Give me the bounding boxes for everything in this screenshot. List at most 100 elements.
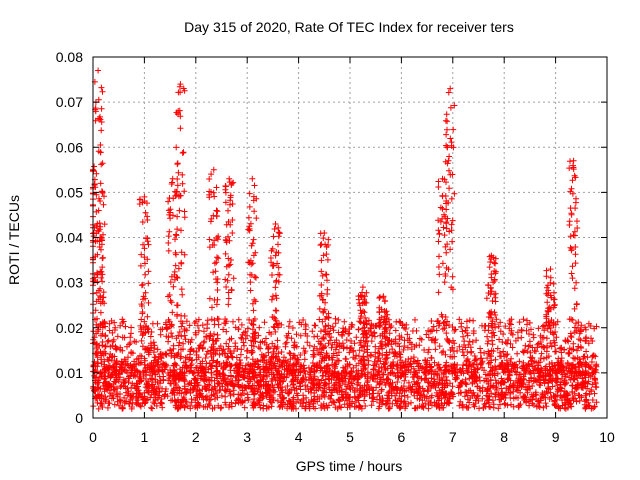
data-point [404,344,411,351]
data-point [187,367,194,374]
data-point [252,372,259,379]
data-point [360,353,367,360]
data-point [200,404,207,410]
data-point [555,404,562,411]
data-point [153,402,160,409]
data-point [391,353,398,360]
data-point [529,393,536,400]
data-point [221,374,228,381]
data-point [517,389,524,396]
data-point [582,392,589,399]
data-point [514,364,521,371]
data-point [235,316,242,323]
data-point [435,397,442,404]
data-point [462,380,469,387]
data-point [320,344,327,351]
data-point [509,331,516,338]
data-point [431,399,438,406]
data-point [461,393,468,400]
data-point [198,370,205,377]
data-point [348,368,355,375]
data-point [393,363,400,370]
data-point [365,317,372,324]
data-point [487,383,494,390]
data-point [593,323,600,330]
data-point [335,381,342,387]
data-point [282,386,289,393]
data-point [555,365,562,372]
data-point [484,340,491,347]
data-point [414,388,421,395]
data-point [282,401,288,408]
data-point [297,363,304,370]
data-point [138,337,145,344]
data-point [99,404,106,410]
data-point [559,371,566,378]
data-point [121,394,128,401]
data-point [375,349,381,356]
data-point [398,393,405,400]
data-point [497,396,504,403]
data-point [330,327,337,334]
data-point [175,342,182,349]
data-point [195,400,202,407]
data-point [141,361,148,368]
data-point [507,340,514,347]
data-point [558,385,565,392]
data-point [149,376,156,383]
data-point [412,316,418,323]
data-point [214,375,220,382]
data-point [228,403,235,410]
data-point [516,358,523,365]
data-point [419,385,426,392]
data-point [317,384,323,391]
data-point [196,345,203,352]
data-point [285,390,292,397]
data-point [290,400,297,407]
data-point [485,397,492,403]
data-point [283,374,290,381]
data-point [283,339,290,346]
data-point [463,367,470,374]
data-point [456,402,463,409]
data-point [147,333,154,340]
data-point [229,381,236,388]
data-point [589,381,596,388]
data-point [194,322,201,329]
data-point [178,323,185,330]
data-point [554,359,561,366]
y-tick-label: 0.08 [56,49,83,65]
data-point [561,346,568,353]
data-point [543,335,550,342]
data-point [152,371,159,378]
data-point [340,364,347,371]
data-point [582,338,589,345]
data-point [402,403,409,410]
data-point [395,369,402,376]
data-point [225,376,231,383]
data-point [201,328,207,335]
data-point [94,377,101,384]
data-point [117,322,124,329]
data-point [158,399,165,406]
data-point [590,405,597,412]
data-point [410,374,417,380]
data-point [526,338,533,345]
data-point [504,351,511,358]
data-point [419,403,426,410]
data-point [588,359,595,365]
data-point [485,372,491,379]
data-point [460,370,467,377]
data-point [436,366,443,372]
data-point [361,360,368,367]
data-point [328,334,335,341]
data-point [385,392,392,399]
data-point [508,355,515,362]
data-point [111,401,118,408]
data-point [456,367,463,374]
data-point [144,380,150,387]
y-tick-labels: 0 0.01 0.02 0.03 0.04 0.05 0.06 0.07 0.08 [56,49,83,426]
data-point [150,339,157,346]
data-point [391,386,398,393]
data-point [575,392,582,399]
